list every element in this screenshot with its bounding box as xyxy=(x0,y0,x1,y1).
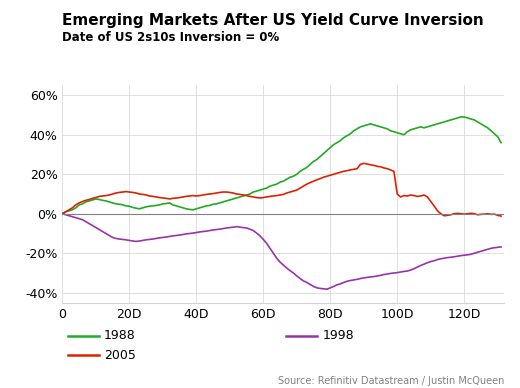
1988 xyxy=(206,203,213,208)
1988 xyxy=(498,140,504,145)
Line: 1988: 1988 xyxy=(62,117,501,214)
2005 xyxy=(206,192,213,196)
2005 xyxy=(59,211,66,216)
1988 xyxy=(193,206,200,211)
2005 xyxy=(418,194,424,198)
Text: Emerging Markets After US Yield Curve Inversion: Emerging Markets After US Yield Curve In… xyxy=(62,13,484,28)
Line: 1998: 1998 xyxy=(62,214,501,289)
1988 xyxy=(96,197,102,202)
1998 xyxy=(418,263,424,268)
2005 xyxy=(113,191,119,195)
2005 xyxy=(498,214,504,218)
Text: 1988: 1988 xyxy=(104,329,136,342)
1988 xyxy=(414,125,421,130)
Text: 2005: 2005 xyxy=(104,348,136,362)
1998 xyxy=(414,265,421,269)
1998 xyxy=(324,287,330,291)
Text: Source: Refinitiv Datastream / Justin McQueen: Source: Refinitiv Datastream / Justin Mc… xyxy=(278,376,504,386)
1988 xyxy=(458,114,464,119)
2005 xyxy=(193,194,200,198)
1998 xyxy=(206,228,213,233)
Text: Date of US 2s10s Inversion = 0%: Date of US 2s10s Inversion = 0% xyxy=(62,31,280,44)
2005 xyxy=(361,161,367,166)
1998 xyxy=(498,244,504,249)
1998 xyxy=(96,227,102,232)
1998 xyxy=(193,230,200,235)
1998 xyxy=(59,211,66,216)
1988 xyxy=(59,211,66,216)
1998 xyxy=(113,236,119,241)
2005 xyxy=(414,194,421,199)
Text: 1998: 1998 xyxy=(322,329,354,342)
1988 xyxy=(411,126,417,131)
1988 xyxy=(113,201,119,206)
2005 xyxy=(96,194,102,199)
Line: 2005: 2005 xyxy=(62,163,501,216)
